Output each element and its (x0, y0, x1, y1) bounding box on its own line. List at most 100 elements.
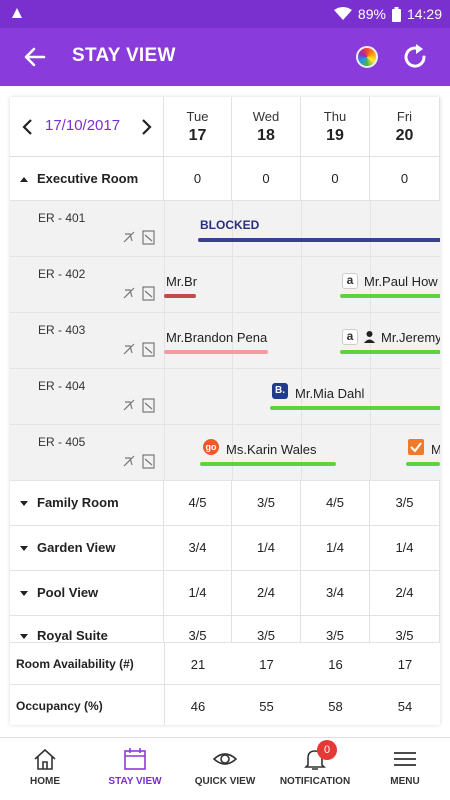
expand-icon (20, 501, 28, 507)
nav-notification[interactable]: 0 NOTIFICATION (270, 738, 360, 800)
booking-bar[interactable] (340, 294, 440, 298)
bottom-navigation: HOME STAY VIEW QUICK VIEW 0 NOTIFICATION… (0, 737, 450, 800)
nav-label: HOME (30, 776, 60, 787)
nav-label: QUICK VIEW (194, 776, 256, 787)
cleaning-icon (142, 398, 155, 413)
category-row-royal[interactable]: Royal Suite (10, 616, 164, 643)
nav-label: MENU (390, 776, 420, 787)
category-count: 4/5 (164, 481, 232, 526)
category-row-garden[interactable]: Garden View (10, 526, 164, 571)
category-count: 1/4 (370, 526, 440, 571)
status-bar: 89% 14:29 (0, 0, 450, 28)
summary-value: 17 (397, 657, 413, 672)
app-bar: STAY VIEW (0, 28, 450, 86)
nav-label: STAY VIEW (108, 776, 162, 787)
summary-label: Room Availability (#) (16, 657, 134, 671)
category-row-executive[interactable]: Executive Room (10, 157, 164, 201)
summary-value: 54 (397, 699, 413, 714)
selected-date[interactable]: 17/10/2017 (45, 117, 121, 134)
collapse-icon (20, 177, 28, 183)
clock: 14:29 (406, 6, 442, 22)
notification-check-icon (12, 8, 22, 18)
nav-stay-view[interactable]: STAY VIEW (90, 738, 180, 800)
category-label: Royal Suite (37, 628, 108, 643)
back-arrow-icon[interactable] (20, 42, 50, 72)
nav-menu[interactable]: MENU (360, 738, 450, 800)
no-housekeeping-icon (123, 399, 135, 411)
home-icon (34, 748, 56, 770)
blocked-label[interactable]: BLOCKED (200, 218, 260, 232)
page-title: STAY VIEW (72, 45, 176, 66)
day-name: Tue (186, 109, 209, 124)
calendar-icon (124, 748, 146, 770)
day-header: Tue 17 (164, 97, 232, 157)
room-name: ER - 405 (38, 435, 86, 449)
booking-bar[interactable] (200, 462, 336, 466)
previous-date-icon[interactable] (20, 117, 36, 137)
booking-guest[interactable]: Ms.Karin Wales (226, 442, 317, 457)
nav-home[interactable]: HOME (0, 738, 90, 800)
category-count: 2/4 (370, 571, 440, 616)
room-availability-row: Room Availability (#) 21 17 16 17 (10, 642, 440, 685)
occupancy-row: Occupancy (%) 46 55 58 54 (10, 684, 440, 725)
notification-count-badge: 0 (317, 740, 337, 760)
blocked-bar[interactable] (198, 238, 440, 242)
category-count: 1/4 (232, 526, 301, 571)
day-number: 17 (188, 127, 207, 144)
goibibo-source-icon: go (203, 439, 219, 455)
date-selector: 17/10/2017 (10, 97, 164, 157)
booking-bar[interactable] (340, 350, 440, 354)
booking-com-source-icon: B. (272, 383, 288, 399)
booking-guest[interactable]: Mr.Brandon Pena (166, 330, 268, 345)
booking-guest[interactable]: Mr.Paul How (364, 274, 438, 289)
booking-bar[interactable] (406, 462, 440, 466)
nav-label: NOTIFICATION (279, 776, 351, 787)
category-label: Executive Room (37, 171, 139, 186)
day-name: Fri (396, 109, 413, 124)
category-count: 0 (370, 157, 440, 201)
booking-bar[interactable] (164, 350, 268, 354)
booking-bar[interactable] (164, 294, 196, 298)
category-count: 3/5 (301, 616, 370, 643)
refresh-icon[interactable] (400, 42, 430, 72)
category-count: 1/4 (164, 571, 232, 616)
category-count: 3/5 (232, 616, 301, 643)
next-date-icon[interactable] (138, 117, 154, 137)
category-count: 1/4 (301, 526, 370, 571)
day-number: 18 (257, 127, 275, 144)
room-row[interactable]: ER - 405 (10, 425, 440, 481)
summary-value: 17 (259, 657, 274, 672)
room-name: ER - 402 (38, 267, 86, 281)
no-housekeeping-icon (123, 287, 135, 299)
booking-guest[interactable]: M (431, 442, 440, 457)
summary-value: 55 (259, 699, 274, 714)
booking-guest[interactable]: Mr.Br (166, 274, 198, 289)
check-source-icon (408, 439, 424, 455)
no-housekeeping-icon (123, 343, 135, 355)
no-housekeeping-icon (123, 455, 135, 467)
battery-icon (391, 6, 401, 22)
day-header: Wed 18 (232, 97, 301, 157)
room-row[interactable]: ER - 404 (10, 369, 440, 425)
color-palette-icon[interactable] (356, 46, 378, 68)
category-row-family[interactable]: Family Room (10, 481, 164, 526)
category-count: 2/4 (232, 571, 301, 616)
category-count: 0 (164, 157, 232, 201)
nav-quick-view[interactable]: QUICK VIEW (180, 738, 270, 800)
booking-guest[interactable]: Mr.Jeremy (381, 330, 440, 345)
category-count: 3/5 (164, 616, 232, 643)
booking-guest[interactable]: Mr.Mia Dahl (295, 386, 365, 401)
room-row[interactable]: ER - 401 (10, 201, 440, 257)
room-row[interactable]: ER - 402 (10, 257, 440, 313)
category-row-pool[interactable]: Pool View (10, 571, 164, 616)
category-count: 0 (301, 157, 370, 201)
booking-bar[interactable] (270, 406, 440, 410)
summary-label: Occupancy (%) (16, 699, 103, 713)
category-label: Pool View (37, 585, 99, 600)
day-header: Fri 20 (370, 97, 440, 157)
summary-value: 16 (328, 657, 343, 672)
expand-icon (20, 546, 28, 552)
wifi-icon (333, 7, 352, 20)
category-count: 3/4 (301, 571, 370, 616)
amazon-source-icon: a (342, 273, 358, 289)
